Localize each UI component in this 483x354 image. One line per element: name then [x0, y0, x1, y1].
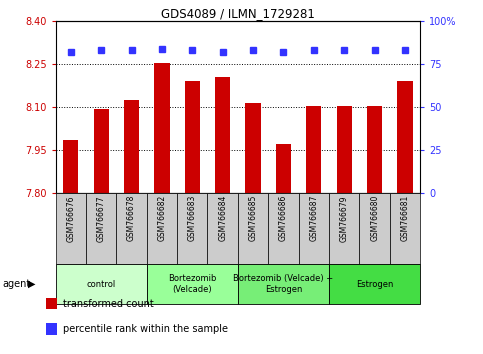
Bar [147, 193, 177, 264]
Text: GSM766679: GSM766679 [340, 195, 349, 241]
Bar [329, 264, 420, 304]
Bar [215, 77, 230, 193]
Bar [177, 193, 208, 264]
Bar [398, 81, 412, 193]
Text: GSM766683: GSM766683 [188, 195, 197, 241]
Text: GSM766681: GSM766681 [400, 195, 410, 241]
Bar [238, 193, 268, 264]
Text: GSM766676: GSM766676 [66, 195, 75, 241]
Bar [276, 144, 291, 193]
Text: GSM766682: GSM766682 [157, 195, 167, 241]
Bar [46, 323, 57, 335]
Bar [56, 193, 86, 264]
Bar [337, 105, 352, 193]
Text: percentile rank within the sample: percentile rank within the sample [63, 324, 228, 334]
Bar [245, 103, 261, 193]
Bar [46, 298, 57, 309]
Bar [268, 193, 298, 264]
Bar [154, 63, 170, 193]
Bar [238, 264, 329, 304]
Text: GSM766684: GSM766684 [218, 195, 227, 241]
Bar [329, 193, 359, 264]
Text: agent: agent [2, 279, 30, 289]
Text: ▶: ▶ [28, 279, 35, 289]
Bar [208, 193, 238, 264]
Text: Estrogen: Estrogen [356, 280, 393, 289]
Bar [359, 193, 390, 264]
Bar [63, 140, 78, 193]
Bar [185, 81, 200, 193]
Text: GSM766687: GSM766687 [309, 195, 318, 241]
Bar [56, 264, 147, 304]
Text: GSM766678: GSM766678 [127, 195, 136, 241]
Bar [367, 105, 382, 193]
Text: GSM766680: GSM766680 [370, 195, 379, 241]
Text: transformed count: transformed count [63, 298, 154, 309]
Bar [86, 193, 116, 264]
Bar [124, 100, 139, 193]
Text: Bortezomib
(Velcade): Bortezomib (Velcade) [168, 274, 216, 294]
Text: Bortezomib (Velcade) +
Estrogen: Bortezomib (Velcade) + Estrogen [233, 274, 334, 294]
Text: control: control [86, 280, 116, 289]
Bar [390, 193, 420, 264]
Bar [94, 109, 109, 193]
Text: GSM766685: GSM766685 [249, 195, 257, 241]
Text: GSM766686: GSM766686 [279, 195, 288, 241]
Text: GSM766677: GSM766677 [97, 195, 106, 241]
Bar [116, 193, 147, 264]
Title: GDS4089 / ILMN_1729281: GDS4089 / ILMN_1729281 [161, 7, 315, 20]
Bar [298, 193, 329, 264]
Bar [147, 264, 238, 304]
Bar [306, 105, 322, 193]
